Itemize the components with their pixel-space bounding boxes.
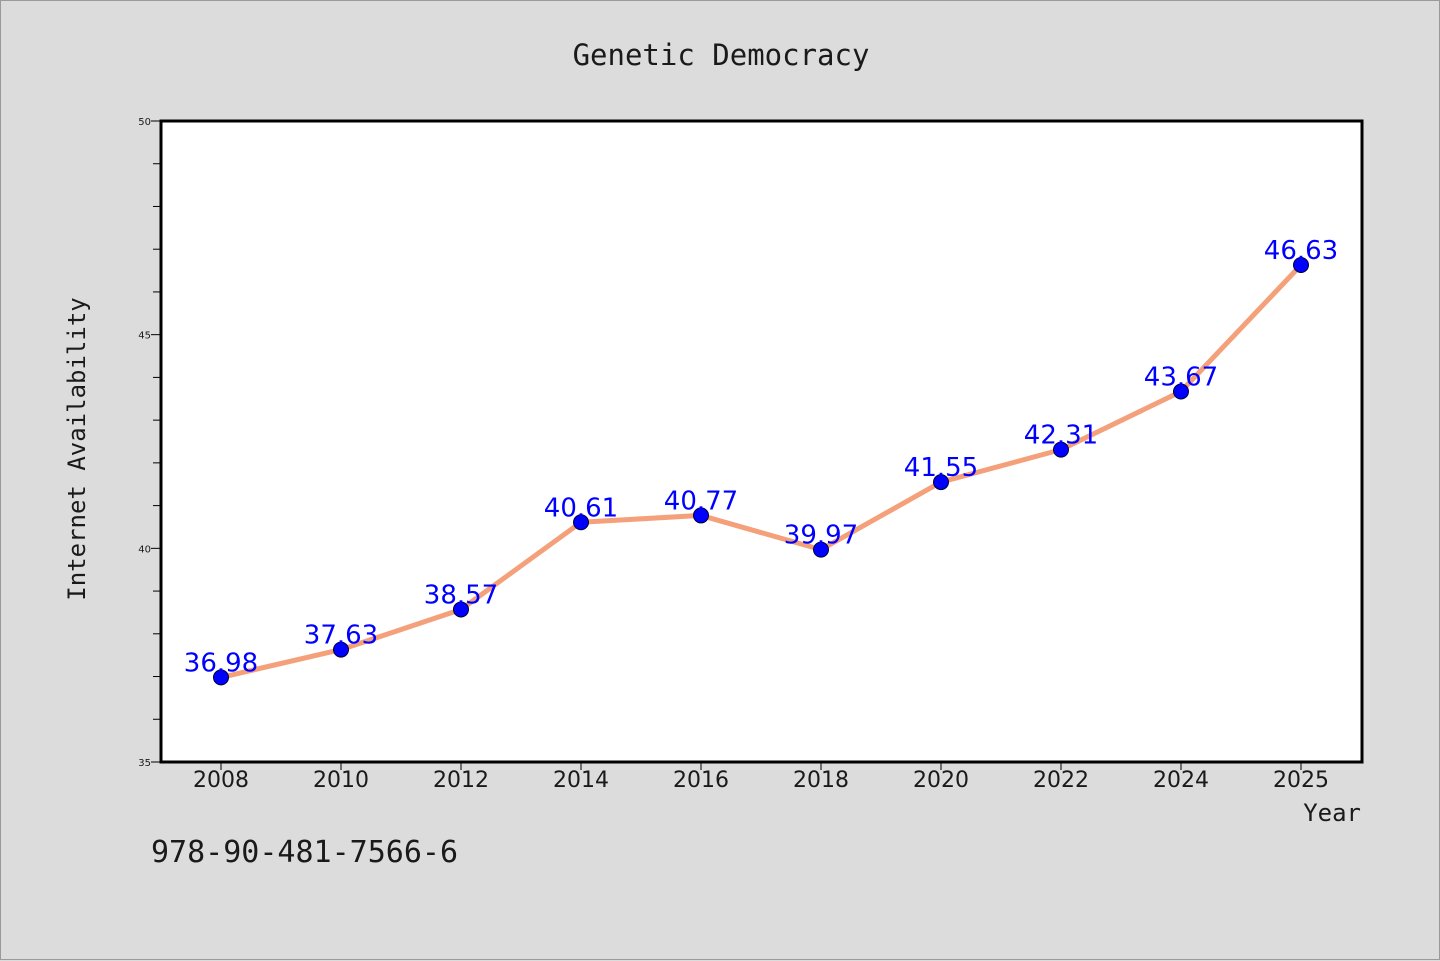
data-point [933, 474, 949, 491]
data-point [453, 601, 469, 618]
data-markers [213, 257, 1309, 686]
data-point [693, 507, 709, 524]
y-tick-label: 50 [138, 117, 151, 128]
data-point [1293, 257, 1309, 274]
data-point [213, 669, 229, 686]
data-point [813, 541, 829, 558]
data-label: 36.98 [184, 648, 258, 678]
x-tick-label: 2024 [1153, 768, 1209, 793]
x-tick-label: 2022 [1033, 768, 1089, 793]
x-tick-label: 2020 [913, 768, 969, 793]
x-axis-ticks: 2008 2010 2012 2014 2016 2018 2020 2022 2024 2025 [193, 762, 1329, 793]
x-tick-label: 2025 [1273, 768, 1329, 793]
chart-title: Genetic Democracy [573, 38, 870, 72]
footer-code: 978-90-481-7566-6 [151, 835, 459, 870]
data-label: 39.97 [784, 521, 858, 551]
x-axis-label: Year [1303, 799, 1361, 827]
data-label: 40.77 [664, 486, 738, 516]
data-labels: 36.98 37.63 38.57 40.61 40.77 39.97 41.55 42.31… [184, 236, 1338, 678]
x-tick-label: 2008 [193, 768, 249, 793]
data-label: 37.63 [304, 621, 378, 651]
series-line [218, 262, 1304, 680]
y-axis-ticks: 35 40 45 50 [138, 117, 161, 769]
x-tick-label: 2018 [793, 768, 849, 793]
data-label: 43.67 [1144, 363, 1218, 393]
y-tick-label: 35 [138, 758, 151, 769]
data-label: 38.57 [424, 580, 498, 610]
data-point [573, 514, 589, 531]
x-tick-label: 2016 [673, 768, 729, 793]
x-tick-label: 2010 [313, 768, 369, 793]
y-tick-label: 40 [138, 544, 151, 555]
data-point [333, 641, 349, 658]
data-label: 46.63 [1264, 236, 1338, 266]
data-label: 40.61 [544, 493, 618, 523]
x-tick-label: 2014 [553, 768, 609, 793]
plot-area [159, 119, 1364, 764]
data-label: 41.55 [904, 453, 978, 483]
data-point [1173, 383, 1189, 400]
y-tick-label: 45 [138, 331, 151, 342]
data-point [1053, 441, 1069, 458]
data-label: 42.31 [1024, 421, 1098, 451]
x-tick-label: 2012 [433, 768, 489, 793]
y-axis-label: Internet Availability [63, 297, 91, 600]
